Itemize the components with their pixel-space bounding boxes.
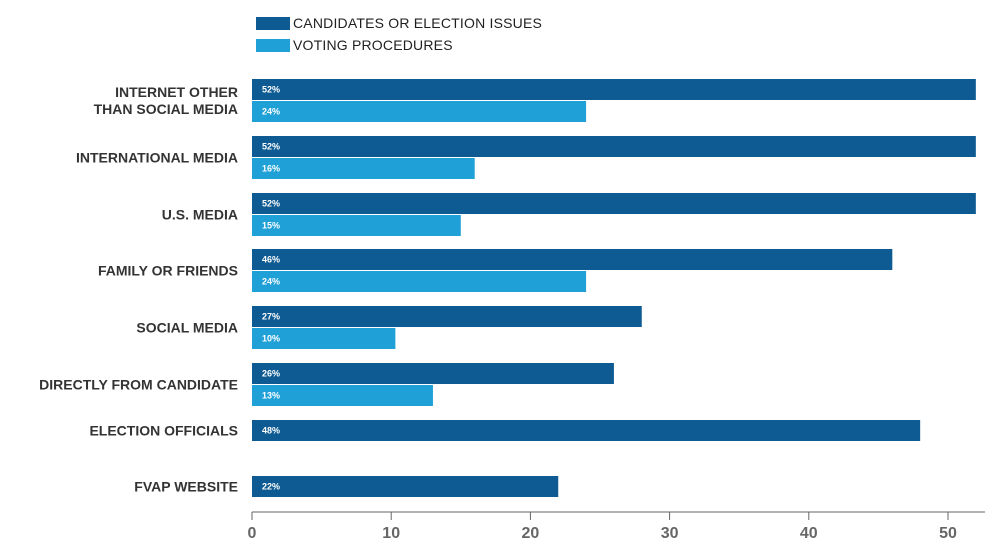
category-label-6: ELECTION OFFICIALS (89, 423, 238, 439)
x-tick-label-20: 20 (522, 525, 540, 538)
bar-label-voting-3: 24% (262, 277, 280, 287)
bar-voting-4 (252, 328, 396, 349)
bar-label-candidates-2: 52% (262, 199, 280, 209)
category-label-line: INTERNET OTHER (115, 84, 238, 100)
bar-candidates-1 (252, 136, 976, 157)
bar-label-candidates-3: 46% (262, 255, 280, 265)
bar-voting-0 (252, 101, 587, 122)
x-tick-label-30: 30 (661, 525, 679, 538)
bar-label-candidates-1: 52% (262, 142, 280, 152)
category-label-5: DIRECTLY FROM CANDIDATE (39, 377, 238, 393)
bar-label-voting-1: 16% (262, 164, 280, 174)
bar-candidates-0 (252, 79, 976, 100)
bar-candidates-7 (252, 476, 559, 497)
bar-label-voting-5: 13% (262, 391, 280, 401)
bar-label-candidates-6: 48% (262, 426, 280, 436)
bar-label-candidates-5: 26% (262, 369, 280, 379)
x-tick-label-10: 10 (382, 525, 400, 538)
bar-label-voting-4: 10% (262, 334, 280, 344)
bar-candidates-5 (252, 363, 614, 384)
category-label-2: U.S. MEDIA (162, 207, 238, 223)
category-label-3: FAMILY OR FRIENDS (98, 263, 238, 279)
category-label-line: FAMILY OR FRIENDS (98, 263, 238, 279)
bar-candidates-6 (252, 420, 921, 441)
category-label-line: ELECTION OFFICIALS (89, 423, 238, 439)
category-label-line: THAN SOCIAL MEDIA (94, 101, 238, 117)
category-label-line: DIRECTLY FROM CANDIDATE (39, 377, 238, 393)
category-label-line: U.S. MEDIA (162, 207, 238, 223)
bar-label-voting-2: 15% (262, 221, 280, 231)
bar-voting-5 (252, 385, 433, 406)
category-label-line: INTERNATIONAL MEDIA (76, 150, 238, 166)
bar-candidates-4 (252, 306, 642, 327)
legend-label-voting: VOTING PROCEDURES (293, 37, 453, 53)
bar-label-candidates-0: 52% (262, 85, 280, 95)
legend-swatch-voting (256, 38, 290, 52)
bar-voting-2 (252, 215, 461, 236)
x-tick-label-40: 40 (800, 525, 818, 538)
category-label-line: SOCIAL MEDIA (136, 320, 238, 336)
bar-label-candidates-7: 22% (262, 482, 280, 492)
bar-label-candidates-4: 27% (262, 312, 280, 322)
legend-item-candidates: CANDIDATES OR ELECTION ISSUES (256, 12, 542, 34)
category-label-4: SOCIAL MEDIA (136, 320, 238, 336)
bar-label-voting-0: 24% (262, 107, 280, 117)
legend-swatch-candidates (256, 16, 290, 30)
bar-voting-3 (252, 271, 587, 292)
category-label-1: INTERNATIONAL MEDIA (76, 150, 238, 166)
category-label-7: FVAP WEBSITE (134, 479, 238, 495)
legend-label-candidates: CANDIDATES OR ELECTION ISSUES (293, 15, 543, 31)
category-label-line: FVAP WEBSITE (134, 479, 238, 495)
category-label-0: INTERNET OTHER THAN SOCIAL MEDIA (94, 84, 238, 117)
x-tick-label-50: 50 (939, 525, 957, 538)
legend: CANDIDATES OR ELECTION ISSUES VOTING PRO… (256, 12, 542, 56)
bar-candidates-2 (252, 193, 976, 214)
legend-item-voting: VOTING PROCEDURES (256, 34, 542, 56)
bar-voting-1 (252, 158, 475, 179)
x-tick-label-0: 0 (248, 525, 257, 538)
bar-candidates-3 (252, 249, 893, 270)
